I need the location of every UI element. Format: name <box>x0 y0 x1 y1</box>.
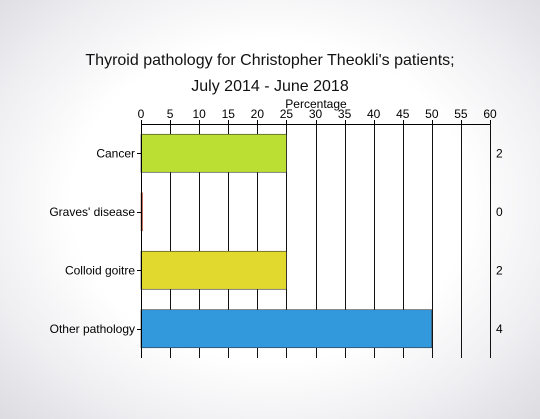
x-tick-label: 15 <box>222 107 236 121</box>
category-labels: Cancer Graves' disease Colloid goitre Other… <box>49 146 135 336</box>
x-tick-labels: 0 5 10 15 20 25 30 35 40 45 50 55 60 <box>138 107 497 121</box>
x-tick-label: 45 <box>396 107 410 121</box>
category-label: Other pathology <box>50 322 135 336</box>
count-label: 0 <box>496 205 503 219</box>
x-tick-label: 0 <box>138 107 145 121</box>
bar <box>140 133 287 173</box>
x-axis-label: Percentage <box>285 97 347 111</box>
x-tick-label: 60 <box>483 107 497 121</box>
chart-title-line-2: July 2014 - June 2018 <box>191 78 349 95</box>
x-tick-label: 10 <box>192 107 206 121</box>
count-label: 2 <box>496 263 503 277</box>
count-label: 4 <box>496 322 503 336</box>
category-label: Colloid goitre <box>65 263 135 277</box>
category-label: Graves' disease <box>49 205 135 219</box>
x-tick-label: 20 <box>251 107 265 121</box>
count-label: 2 <box>496 146 503 160</box>
x-tick-label: 5 <box>167 107 174 121</box>
bar <box>140 309 433 349</box>
x-tick-label: 35 <box>338 107 352 121</box>
x-tick-label: 30 <box>309 107 323 121</box>
x-tick-label: 55 <box>454 107 468 121</box>
x-tick-label: 40 <box>367 107 381 121</box>
x-tick-label: 50 <box>425 107 439 121</box>
chart-title-line-1: Thyroid pathology for Christopher Theokl… <box>85 52 454 69</box>
x-tick-label: 25 <box>280 107 294 121</box>
axes <box>137 120 491 358</box>
category-label: Cancer <box>96 146 135 160</box>
bar <box>140 250 287 290</box>
